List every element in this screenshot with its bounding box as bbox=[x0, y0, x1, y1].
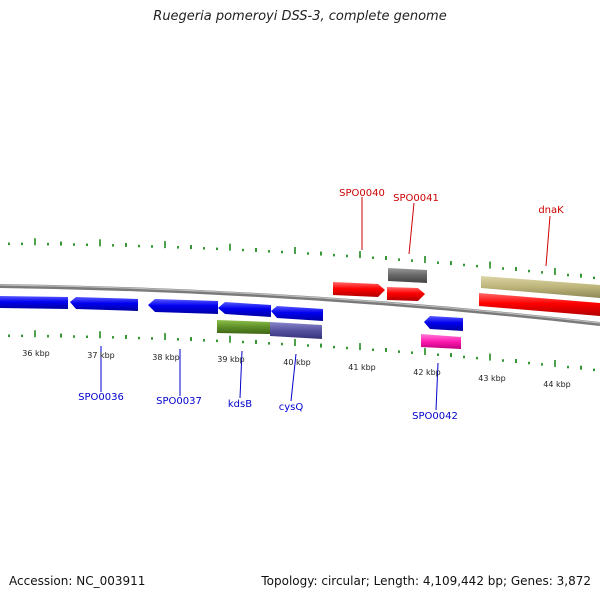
kbp-label: 41 kbp bbox=[348, 363, 376, 372]
kbp-label: 42 kbp bbox=[413, 368, 441, 377]
connector-dnaK bbox=[545, 215, 551, 267]
kbp-label: 36 kbp bbox=[22, 349, 50, 358]
label-SPO0041[interactable]: SPO0041 bbox=[393, 193, 439, 204]
kbp-label: 38 kbp bbox=[152, 353, 180, 362]
feature-SPO0041-upper[interactable] bbox=[388, 268, 427, 283]
label-SPO0040[interactable]: SPO0040 bbox=[339, 188, 385, 199]
label-SPO0037[interactable]: SPO0037 bbox=[156, 396, 202, 407]
label-SPO0036[interactable]: SPO0036 bbox=[78, 392, 124, 403]
feature-cysQ-lower[interactable] bbox=[270, 322, 322, 339]
connector-kdsB bbox=[239, 350, 243, 399]
feature-SPO0042-lower[interactable] bbox=[421, 334, 461, 349]
connector-cysQ bbox=[290, 353, 297, 402]
label-SPO0042[interactable]: SPO0042 bbox=[412, 411, 458, 422]
feature-kdsB-lower[interactable] bbox=[217, 320, 270, 334]
tick-row-upper bbox=[8, 238, 595, 280]
gene-dnaK-arrow[interactable] bbox=[479, 293, 600, 316]
gene-SPO0041-arrow[interactable] bbox=[387, 287, 425, 301]
tick-row-lower bbox=[8, 330, 595, 372]
kbp-label: 39 kbp bbox=[217, 355, 245, 364]
label-cysQ[interactable]: cysQ bbox=[279, 402, 304, 413]
kbp-label: 40 kbp bbox=[283, 358, 311, 367]
connector-SPO0042 bbox=[435, 362, 439, 411]
label-kdsB[interactable]: kdsB bbox=[228, 399, 252, 410]
label-dnaK[interactable]: dnaK bbox=[538, 205, 564, 216]
gene-SPO0042-arrow[interactable] bbox=[424, 316, 463, 331]
gene-SPO0036-arrow[interactable] bbox=[70, 297, 138, 311]
kbp-label: 43 kbp bbox=[478, 374, 506, 383]
genome-backbone-highlight bbox=[0, 284, 600, 324]
genome-summary-text: Topology: circular; Length: 4,109,442 bp… bbox=[261, 574, 591, 588]
feature-dnaK-upper[interactable] bbox=[481, 276, 600, 298]
connector-SPO0041 bbox=[408, 202, 415, 255]
gene-SPO0040-arrow[interactable] bbox=[333, 282, 385, 297]
accession-text: Accession: NC_003911 bbox=[9, 574, 146, 588]
kbp-label: 44 kbp bbox=[543, 380, 571, 389]
genome-backbone bbox=[0, 284, 600, 326]
gene-SPO0035-arrow[interactable] bbox=[0, 296, 68, 309]
genome-title: Ruegeria pomeroyi DSS-3, complete genome bbox=[153, 9, 447, 24]
gene-SPO0037-arrow[interactable] bbox=[148, 299, 218, 314]
kbp-label: 37 kbp bbox=[87, 351, 115, 360]
gene-cysQ-arrow[interactable] bbox=[271, 306, 323, 321]
gene-kdsB-arrow[interactable] bbox=[218, 302, 271, 317]
